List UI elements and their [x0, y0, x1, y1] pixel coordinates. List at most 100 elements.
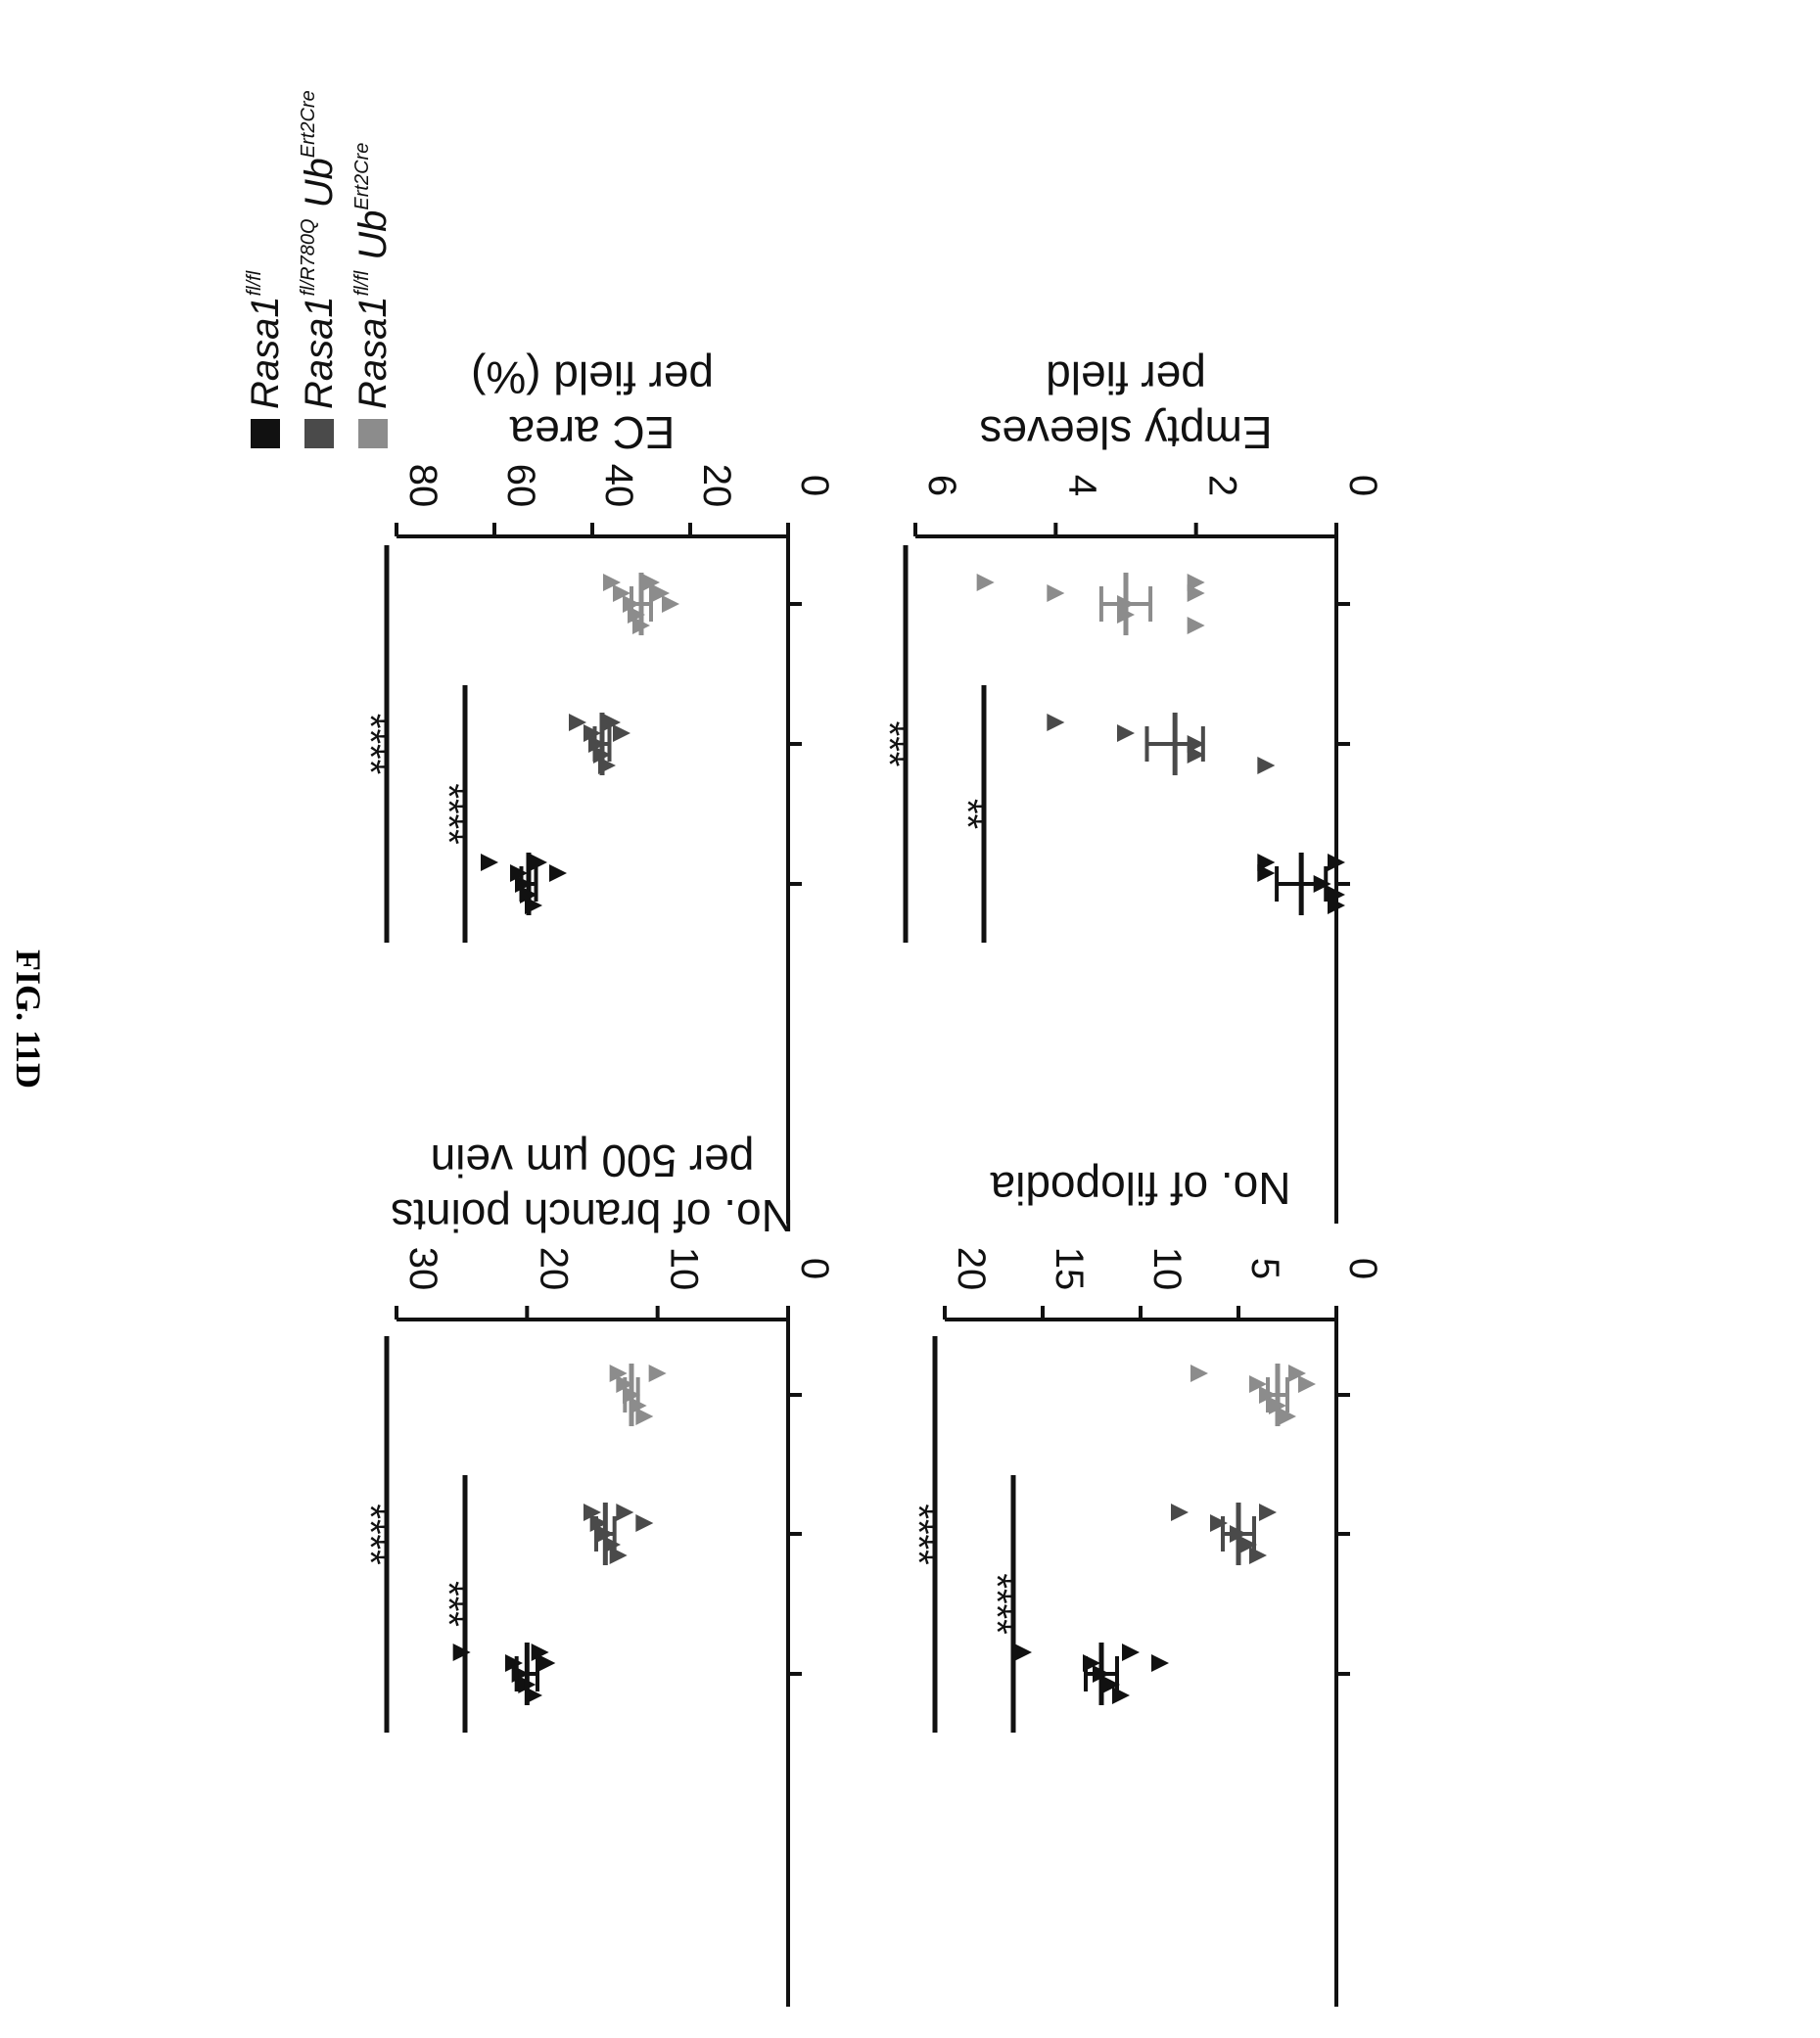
data-point: [1151, 1654, 1169, 1672]
tick-label: 0: [1341, 475, 1384, 496]
data-point: [1014, 1644, 1032, 1661]
data-point: [583, 724, 601, 742]
group-1: [1257, 853, 1345, 915]
data-point: [1249, 1375, 1267, 1393]
significance-label: ****: [349, 714, 392, 774]
chart-branch-points: 0 10 20 30 No. of branch pointsper 500 µm ve…: [349, 1135, 836, 2007]
axis-label-line: Empty sleeves: [979, 407, 1272, 458]
legend-base: Rasa1: [351, 296, 395, 409]
data-point: [603, 574, 621, 591]
data-point: [583, 1504, 601, 1521]
axis-label: No. of filopodia: [990, 1163, 1290, 1214]
data-point: [1257, 864, 1276, 882]
axis-label: No. of branch pointsper 500 µm vein: [391, 1135, 794, 1241]
legend-suffix-sup: Ert2Cre: [298, 90, 319, 158]
data-point: [1190, 1365, 1208, 1382]
tick-label: 15: [1048, 1247, 1091, 1291]
legend-base: Rasa1: [298, 296, 341, 409]
axis-label-line: per field (%): [471, 352, 714, 403]
tick-label: 0: [793, 1258, 836, 1279]
data-point: [1187, 746, 1205, 764]
data-point: [1328, 854, 1345, 871]
data-point: [1259, 1504, 1277, 1521]
tick-label: 80: [401, 464, 444, 508]
data-point: [1328, 897, 1345, 914]
data-point: [1298, 1375, 1316, 1393]
data-point: [652, 584, 670, 602]
data-point: [613, 724, 630, 742]
data-point: [549, 864, 567, 882]
data-point: [1102, 1676, 1120, 1693]
data-point: [1187, 584, 1205, 602]
tick-label: 20: [532, 1247, 575, 1291]
group-2: [583, 1503, 654, 1565]
data-point: [537, 1654, 556, 1672]
legend-entry: Rasa1fl/R780Q UbErt2Cre: [298, 90, 341, 409]
data-point: [662, 595, 679, 613]
data-point: [1122, 1644, 1140, 1661]
tick-label: 20: [695, 464, 738, 508]
axis-label-line: EC area: [509, 407, 675, 458]
group-2: [1047, 713, 1276, 775]
data-point: [1210, 1514, 1228, 1532]
legend-entry: Rasa1fl/fl: [244, 270, 287, 409]
data-point: [1047, 714, 1065, 731]
tick-label: 0: [793, 475, 836, 496]
legend-entry: Rasa1fl/fl UbErt2Cre: [351, 143, 395, 409]
legend-suffix: Ub: [298, 158, 341, 218]
group-3: [603, 573, 679, 635]
data-point: [1171, 1504, 1189, 1521]
data-point: [609, 1365, 628, 1382]
tick-label: 10: [663, 1247, 706, 1291]
tick-label: 20: [950, 1247, 993, 1291]
tick-label: 30: [401, 1247, 444, 1291]
tick-label: 10: [1145, 1247, 1189, 1291]
axis-label: EC areaper field (%): [471, 352, 714, 458]
data-point: [976, 574, 995, 591]
legend-swatch: [304, 419, 334, 448]
significance-label: ***: [867, 721, 910, 767]
tick-label: 40: [597, 464, 640, 508]
axis-label-line: No. of branch points: [391, 1190, 794, 1241]
legend-suffix-sup: Ert2Cre: [351, 143, 373, 210]
significance-label: ****: [897, 1504, 940, 1564]
significance-label: ****: [349, 1504, 392, 1564]
data-point: [569, 714, 586, 731]
data-point: [1112, 1687, 1130, 1704]
tick-label: 5: [1243, 1258, 1286, 1279]
data-point: [609, 1547, 628, 1564]
data-point: [1117, 724, 1135, 742]
significance-label: **: [946, 799, 989, 829]
data-point: [613, 584, 630, 602]
data-point: [642, 574, 660, 591]
legend-sup: fl/fl: [244, 270, 265, 296]
group-2: [1171, 1503, 1277, 1565]
group-1: [1014, 1643, 1169, 1705]
group-3: [1190, 1364, 1316, 1426]
axis-label-line: per 500 µm vein: [431, 1135, 755, 1186]
data-point: [1279, 1408, 1296, 1425]
data-point: [1249, 1547, 1267, 1564]
tick-label: 4: [1060, 475, 1103, 496]
group-3: [609, 1364, 667, 1426]
tick-label: 60: [499, 464, 542, 508]
tick-label: 0: [1341, 1258, 1384, 1279]
data-point: [1187, 617, 1205, 634]
data-point: [530, 854, 547, 871]
group-1: [452, 1643, 556, 1705]
data-point: [510, 864, 528, 882]
data-point: [648, 1365, 667, 1382]
tick-label: 6: [920, 475, 963, 496]
group-1: [481, 853, 567, 915]
legend-sup: fl/fl: [351, 270, 373, 296]
legend-swatch: [251, 419, 280, 448]
data-point: [452, 1644, 471, 1661]
data-point: [1257, 757, 1276, 774]
data-point: [1239, 1536, 1257, 1553]
chart-filopodia: 0 5 10 15 20 No. of filopodia **** ****: [897, 1163, 1384, 2007]
significance-label: ***: [427, 1581, 470, 1627]
legend-swatch: [358, 419, 388, 448]
legend-suffix: Ub: [351, 210, 395, 271]
